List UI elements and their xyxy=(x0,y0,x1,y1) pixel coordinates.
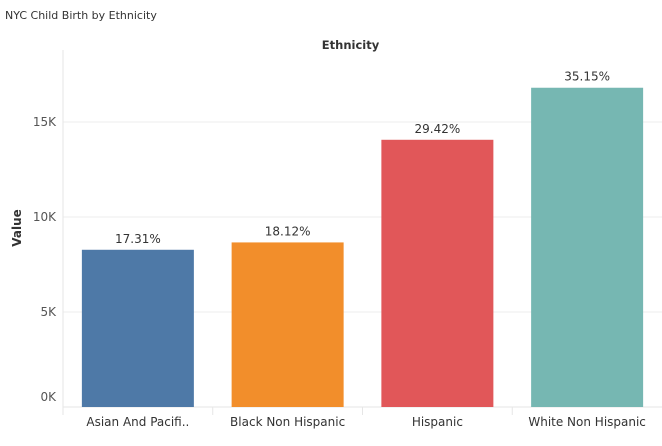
x-tick-label: Black Non Hispanic xyxy=(230,415,345,429)
data-label: 35.15% xyxy=(564,70,610,84)
x-tick-label: Hispanic xyxy=(412,415,463,429)
x-tick-label: Asian And Pacifi.. xyxy=(86,415,189,429)
data-label: 17.31% xyxy=(115,232,161,246)
y-tick-label: 15K xyxy=(33,115,57,129)
x-tick-label: White Non Hispanic xyxy=(528,415,646,429)
y-tick-label: 0K xyxy=(40,390,57,404)
y-tick-label: 10K xyxy=(33,210,57,224)
chart-title: NYC Child Birth by Ethnicity xyxy=(5,9,157,22)
data-label: 29.42% xyxy=(414,122,460,136)
y-tick-label: 5K xyxy=(40,305,57,319)
bar xyxy=(81,249,194,407)
column-header: Ethnicity xyxy=(322,38,380,52)
bar xyxy=(381,139,494,407)
data-label: 18.12% xyxy=(265,224,311,238)
bar xyxy=(531,87,644,408)
bar xyxy=(231,242,344,407)
y-axis-title: Value xyxy=(10,209,24,247)
